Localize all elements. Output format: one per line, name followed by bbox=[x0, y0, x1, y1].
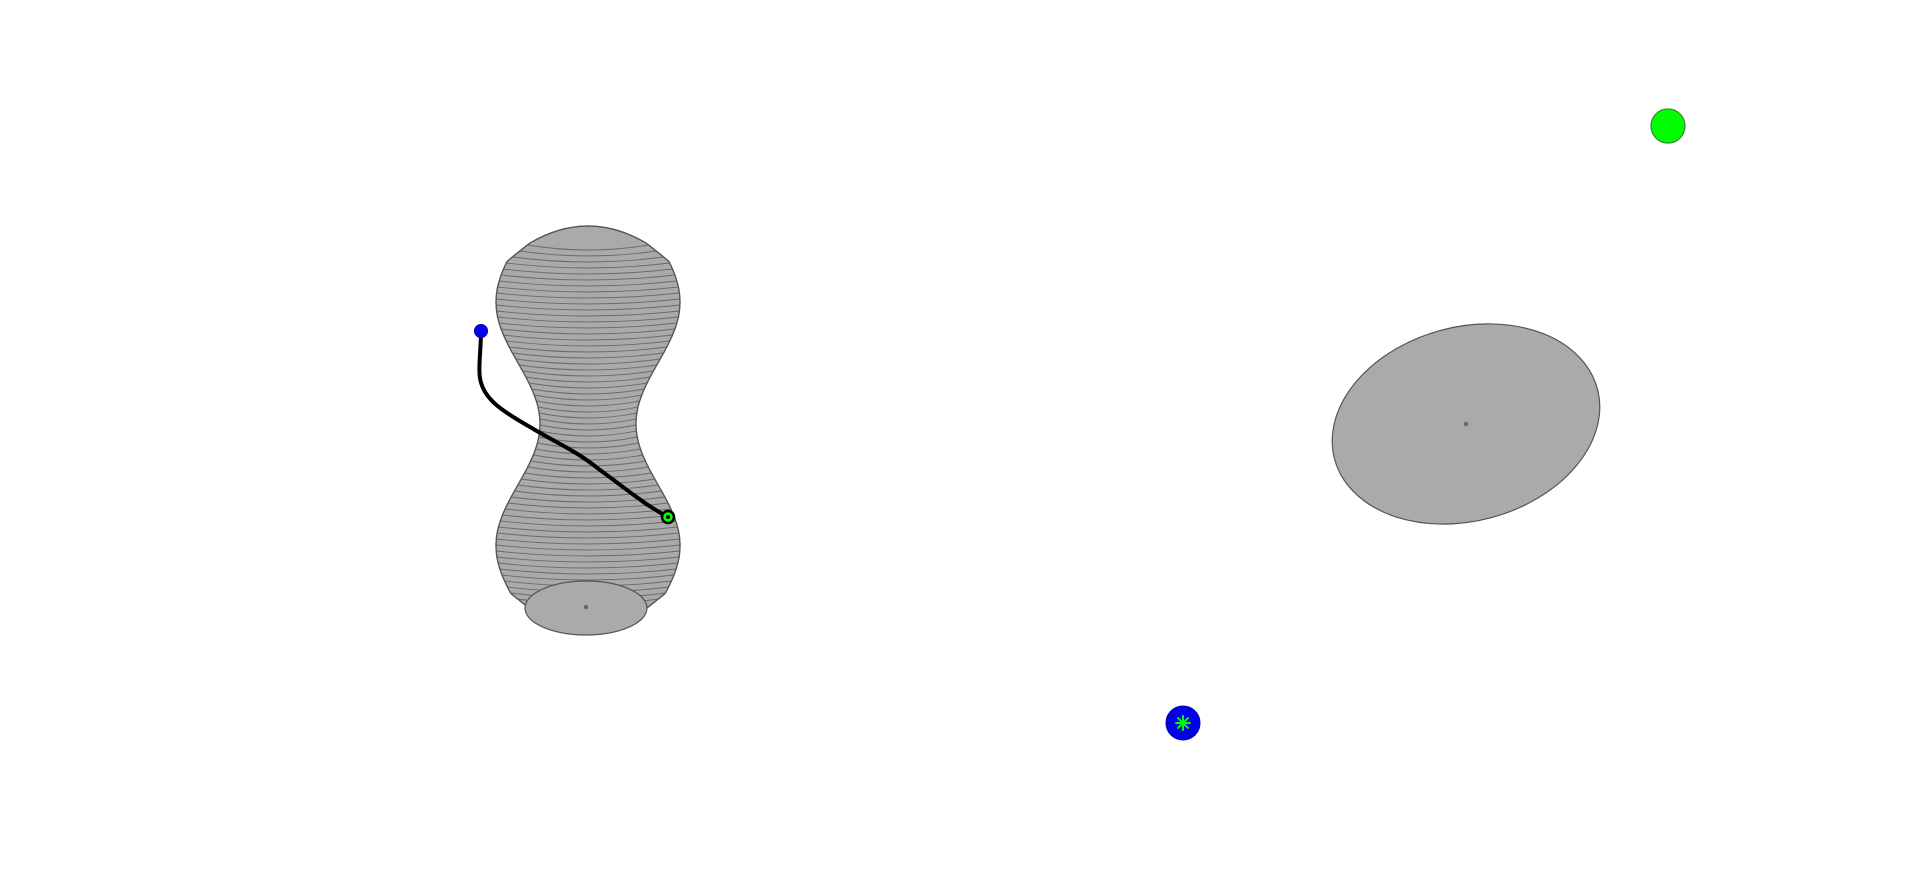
vase-rib bbox=[534, 394, 642, 401]
vase-rib bbox=[502, 514, 674, 521]
vase-rib bbox=[512, 256, 664, 263]
vase-rib bbox=[539, 412, 637, 419]
vase-rib bbox=[496, 292, 680, 299]
vase-rib bbox=[496, 556, 680, 563]
vase-rib bbox=[498, 526, 678, 533]
green-star-icon bbox=[1175, 715, 1191, 731]
vase-rib bbox=[511, 496, 665, 503]
blue-dot-icon[interactable] bbox=[474, 324, 488, 338]
vase-rib bbox=[506, 262, 670, 269]
vase-rib bbox=[539, 418, 637, 425]
vase-rib bbox=[528, 382, 648, 389]
vase-rib bbox=[498, 562, 678, 569]
vase-rib bbox=[514, 490, 662, 497]
vase-rib bbox=[499, 568, 677, 575]
vase-rib bbox=[497, 286, 679, 293]
trajectory bbox=[474, 324, 676, 525]
vase-rib bbox=[524, 472, 652, 479]
disc-object[interactable] bbox=[1310, 295, 1623, 553]
vase-rib bbox=[496, 298, 680, 305]
vase-rib bbox=[496, 538, 680, 545]
star-spoke bbox=[1177, 717, 1189, 729]
vase-rib bbox=[536, 400, 640, 407]
vase-rib bbox=[496, 550, 680, 557]
vase-rib bbox=[503, 268, 673, 275]
vase-rib bbox=[497, 316, 679, 323]
vase-rib bbox=[519, 250, 657, 257]
vase-rib bbox=[539, 430, 637, 437]
vase-rib bbox=[509, 346, 667, 353]
vase-rib bbox=[503, 334, 673, 341]
vase-rib bbox=[499, 280, 677, 287]
vase-rib bbox=[505, 508, 671, 515]
vase-rib bbox=[522, 370, 654, 377]
trajectory-path bbox=[477, 329, 670, 519]
vase-rib bbox=[525, 376, 651, 383]
vase-center-dot bbox=[583, 604, 589, 610]
vase-rib bbox=[501, 274, 675, 281]
vase-rib bbox=[496, 310, 680, 317]
vase-rib bbox=[500, 520, 676, 527]
vase-rib bbox=[527, 244, 649, 251]
vase-rib bbox=[531, 388, 645, 395]
vase-rib bbox=[501, 328, 675, 335]
vase-rib bbox=[537, 442, 639, 449]
vase-rib bbox=[530, 460, 646, 467]
vase-rib bbox=[539, 424, 637, 431]
vase-rib bbox=[501, 574, 675, 581]
vase-rib bbox=[497, 532, 679, 539]
vase-rib bbox=[521, 478, 655, 485]
green-circle-icon[interactable] bbox=[1650, 108, 1686, 144]
vase-rib bbox=[499, 322, 677, 329]
vase-rib bbox=[535, 448, 641, 455]
vase-rib bbox=[506, 340, 670, 347]
vase-rib bbox=[496, 304, 680, 311]
vase-object[interactable] bbox=[495, 225, 681, 636]
vase-rib bbox=[527, 466, 649, 473]
vase-rib bbox=[517, 484, 659, 491]
vase-rib bbox=[512, 352, 664, 359]
vase-rib bbox=[537, 406, 639, 413]
vase-rib bbox=[519, 364, 657, 371]
vase-rib bbox=[515, 358, 661, 365]
blue-circle-with-green-star-icon[interactable] bbox=[1165, 705, 1201, 741]
vase-rib bbox=[496, 544, 680, 551]
disc-center-dot bbox=[1463, 421, 1469, 427]
green-ring-icon[interactable] bbox=[660, 509, 676, 525]
